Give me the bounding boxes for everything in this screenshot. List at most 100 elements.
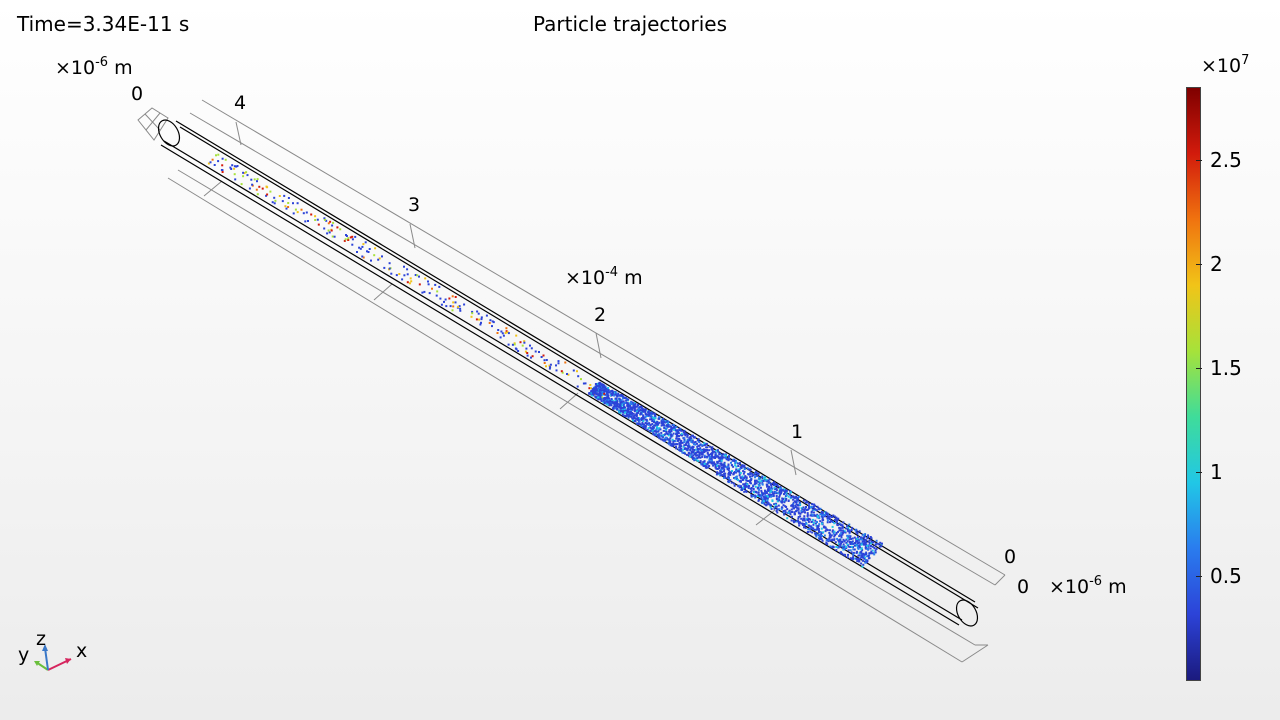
particle bbox=[479, 323, 482, 326]
particle bbox=[815, 535, 818, 538]
particle bbox=[838, 540, 841, 543]
particle bbox=[627, 408, 630, 411]
particle bbox=[868, 557, 871, 560]
particle bbox=[523, 341, 526, 344]
particle bbox=[685, 447, 688, 450]
axis-triad[interactable]: x y z bbox=[14, 626, 104, 678]
particle bbox=[718, 465, 721, 468]
particle bbox=[835, 549, 838, 552]
particle bbox=[804, 511, 806, 514]
particle bbox=[821, 511, 824, 514]
particle bbox=[778, 494, 781, 497]
particle bbox=[670, 443, 673, 446]
particle bbox=[294, 208, 297, 211]
particle bbox=[457, 305, 460, 308]
particle bbox=[842, 529, 845, 532]
particle bbox=[856, 537, 859, 540]
particle bbox=[803, 517, 806, 520]
particle bbox=[615, 404, 618, 407]
particle bbox=[849, 557, 852, 560]
particle bbox=[698, 456, 700, 459]
particle bbox=[619, 401, 622, 404]
particle bbox=[675, 431, 678, 434]
particle bbox=[774, 483, 777, 485]
particle bbox=[517, 350, 520, 352]
particle bbox=[719, 462, 722, 465]
particle bbox=[718, 453, 721, 456]
particle bbox=[723, 475, 726, 478]
particle bbox=[618, 406, 621, 409]
particle bbox=[734, 477, 737, 480]
particle bbox=[832, 521, 834, 523]
particle bbox=[630, 411, 633, 414]
particle bbox=[766, 495, 769, 498]
particle bbox=[722, 463, 724, 466]
particle bbox=[657, 434, 660, 437]
particle bbox=[826, 514, 829, 517]
particle bbox=[745, 490, 748, 493]
particle bbox=[848, 529, 851, 532]
particle bbox=[634, 419, 637, 422]
particle bbox=[314, 219, 317, 221]
particle bbox=[671, 424, 674, 427]
particle bbox=[771, 490, 774, 493]
particle bbox=[744, 485, 747, 488]
particle bbox=[706, 451, 709, 454]
particle bbox=[671, 438, 674, 441]
particle bbox=[821, 516, 824, 518]
particle bbox=[704, 449, 707, 452]
particle bbox=[788, 493, 791, 496]
particle bbox=[645, 418, 648, 421]
particle bbox=[221, 157, 224, 160]
particle bbox=[678, 438, 681, 441]
particle bbox=[740, 480, 742, 483]
particle bbox=[842, 543, 845, 546]
particle bbox=[738, 484, 741, 487]
particle bbox=[854, 529, 857, 532]
particle bbox=[832, 532, 835, 535]
particle bbox=[607, 391, 609, 394]
particle bbox=[728, 458, 731, 461]
particle bbox=[870, 550, 873, 553]
particle bbox=[821, 539, 824, 542]
particle bbox=[698, 444, 700, 447]
particle bbox=[211, 158, 214, 161]
particle bbox=[870, 545, 872, 547]
particle bbox=[519, 341, 522, 344]
particle bbox=[561, 371, 564, 374]
colorbar-tick-1-5: 1.5 bbox=[1210, 356, 1242, 380]
particle bbox=[647, 414, 650, 417]
particle bbox=[770, 489, 773, 492]
particle bbox=[765, 495, 768, 497]
particle bbox=[707, 466, 710, 469]
particle bbox=[728, 467, 730, 470]
particle bbox=[782, 510, 785, 512]
particle bbox=[696, 448, 699, 451]
particle bbox=[648, 422, 651, 425]
particle bbox=[261, 187, 264, 190]
particle bbox=[414, 274, 417, 276]
particle bbox=[682, 430, 685, 433]
particle bbox=[401, 278, 404, 281]
particle bbox=[332, 221, 335, 224]
particle bbox=[727, 459, 730, 462]
particle bbox=[699, 447, 702, 450]
particle bbox=[774, 488, 777, 490]
particle bbox=[671, 427, 674, 430]
particle bbox=[849, 549, 852, 552]
particle bbox=[812, 518, 814, 521]
particle bbox=[705, 442, 708, 445]
particle bbox=[808, 507, 811, 510]
particle bbox=[694, 443, 697, 446]
particle bbox=[867, 555, 870, 557]
particle bbox=[728, 479, 731, 482]
particle bbox=[656, 424, 659, 427]
particle bbox=[610, 390, 613, 392]
particle bbox=[857, 558, 860, 561]
particle bbox=[390, 272, 393, 275]
particle bbox=[343, 239, 346, 242]
particle bbox=[683, 444, 686, 447]
particle bbox=[708, 445, 711, 448]
particle bbox=[735, 470, 737, 473]
particle bbox=[606, 403, 609, 406]
